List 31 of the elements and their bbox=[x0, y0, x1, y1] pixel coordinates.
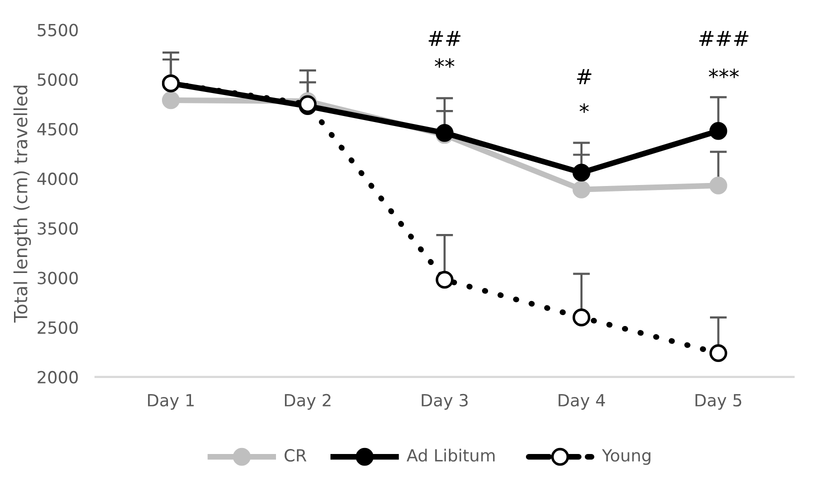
legend-label: Young bbox=[602, 449, 650, 465]
x-tick-label: Day 1 bbox=[148, 394, 194, 410]
legend-label: Ad Libitum bbox=[406, 448, 495, 462]
x-tick-label: Day 3 bbox=[422, 394, 468, 410]
y-tick-label: 2000 bbox=[38, 370, 78, 384]
y-tick-label: 5000 bbox=[38, 73, 78, 86]
y-tick-label: 4000 bbox=[37, 172, 78, 186]
y-axis-title: Total length (cm) travelled bbox=[13, 86, 31, 323]
legend-label: CR bbox=[284, 449, 306, 462]
point bbox=[709, 176, 728, 194]
annotation: ## bbox=[428, 30, 460, 46]
y-tick-label: 5500 bbox=[38, 24, 78, 36]
annotation: # bbox=[577, 69, 592, 84]
x-tick-label: Day 4 bbox=[558, 394, 605, 410]
point bbox=[572, 164, 590, 182]
y-tick-label: 3000 bbox=[38, 272, 78, 284]
point bbox=[709, 122, 728, 140]
point bbox=[572, 180, 590, 198]
point bbox=[572, 308, 590, 326]
point bbox=[162, 91, 180, 110]
annotation: * bbox=[580, 103, 589, 113]
y-tick-label: 4500 bbox=[37, 122, 78, 136]
annotation: *** bbox=[708, 68, 739, 78]
x-tick-label: Day 5 bbox=[696, 394, 742, 410]
annotation: ** bbox=[434, 58, 454, 68]
y-tick-label: 2500 bbox=[38, 321, 78, 334]
x-tick-label: Day 2 bbox=[284, 394, 330, 410]
annotation: ### bbox=[699, 30, 748, 46]
point bbox=[436, 270, 454, 289]
point bbox=[709, 344, 728, 362]
y-tick-label: 3500 bbox=[38, 222, 78, 235]
